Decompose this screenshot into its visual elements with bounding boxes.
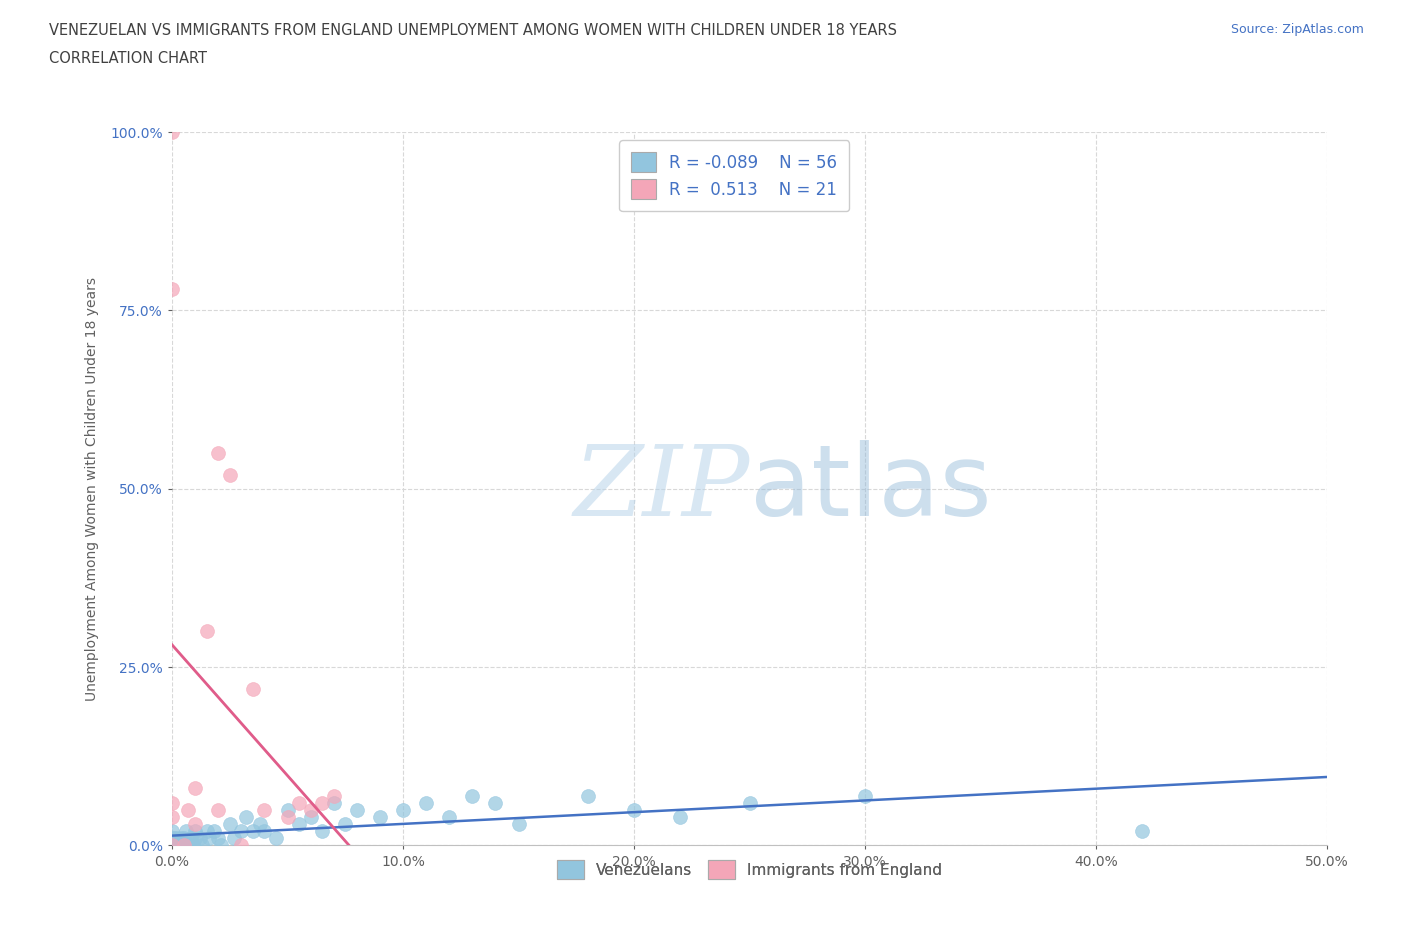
Text: ZIP: ZIP [574, 441, 749, 537]
Point [277, 803, 299, 817]
Point [177, 838, 200, 853]
Point [346, 803, 368, 817]
Point [311, 795, 333, 810]
Point [174, 824, 197, 839]
Point [160, 838, 183, 853]
Point [415, 795, 437, 810]
Point [160, 838, 183, 853]
Point [669, 809, 692, 824]
Point [299, 803, 322, 817]
Point [184, 824, 207, 839]
Point [209, 838, 232, 853]
Point [288, 817, 311, 831]
Point [242, 681, 264, 696]
Point [249, 817, 271, 831]
Point [191, 838, 214, 853]
Point [167, 838, 190, 853]
Point [461, 788, 484, 803]
Point [322, 788, 344, 803]
Text: CORRELATION CHART: CORRELATION CHART [49, 51, 207, 66]
Point [184, 781, 207, 796]
Point [160, 809, 183, 824]
Point [508, 817, 530, 831]
Point [853, 788, 876, 803]
Point [166, 838, 188, 853]
Point [181, 838, 204, 853]
Text: atlas: atlas [749, 440, 991, 538]
Point [160, 282, 183, 297]
Point [173, 838, 195, 853]
Point [170, 830, 193, 845]
Point [264, 830, 287, 845]
Point [163, 830, 186, 845]
Point [195, 824, 218, 839]
Point [163, 838, 186, 853]
Point [160, 838, 183, 853]
Point [160, 125, 183, 140]
Point [311, 824, 333, 839]
Point [392, 803, 415, 817]
Point [160, 838, 183, 853]
Point [335, 817, 357, 831]
Point [160, 824, 183, 839]
Point [188, 830, 211, 845]
Point [160, 830, 183, 845]
Point [173, 838, 195, 853]
Point [299, 809, 322, 824]
Point [322, 795, 344, 810]
Point [224, 830, 246, 845]
Point [202, 824, 225, 839]
Point [368, 809, 391, 824]
Text: Source: ZipAtlas.com: Source: ZipAtlas.com [1230, 23, 1364, 36]
Point [218, 817, 240, 831]
Point [198, 830, 221, 845]
Point [231, 838, 253, 853]
Point [277, 809, 299, 824]
Legend: Venezuelans, Immigrants from England: Venezuelans, Immigrants from England [544, 848, 955, 891]
Point [180, 830, 202, 845]
Point [207, 445, 229, 460]
Point [576, 788, 599, 803]
Point [207, 830, 229, 845]
Point [1130, 824, 1153, 839]
Point [173, 830, 195, 845]
Point [177, 803, 200, 817]
Point [253, 824, 276, 839]
Point [235, 809, 257, 824]
Point [184, 830, 207, 845]
Point [218, 467, 240, 482]
Point [166, 830, 188, 845]
Point [484, 795, 506, 810]
Text: VENEZUELAN VS IMMIGRANTS FROM ENGLAND UNEMPLOYMENT AMONG WOMEN WITH CHILDREN UND: VENEZUELAN VS IMMIGRANTS FROM ENGLAND UN… [49, 23, 897, 38]
Point [160, 795, 183, 810]
Y-axis label: Unemployment Among Women with Children Under 18 years: Unemployment Among Women with Children U… [86, 277, 100, 701]
Point [623, 803, 645, 817]
Point [207, 803, 229, 817]
Point [184, 817, 207, 831]
Point [195, 624, 218, 639]
Point [738, 795, 761, 810]
Point [242, 824, 264, 839]
Point [288, 795, 311, 810]
Point [253, 803, 276, 817]
Point [231, 824, 253, 839]
Point [160, 838, 183, 853]
Point [439, 809, 461, 824]
Point [160, 838, 183, 853]
